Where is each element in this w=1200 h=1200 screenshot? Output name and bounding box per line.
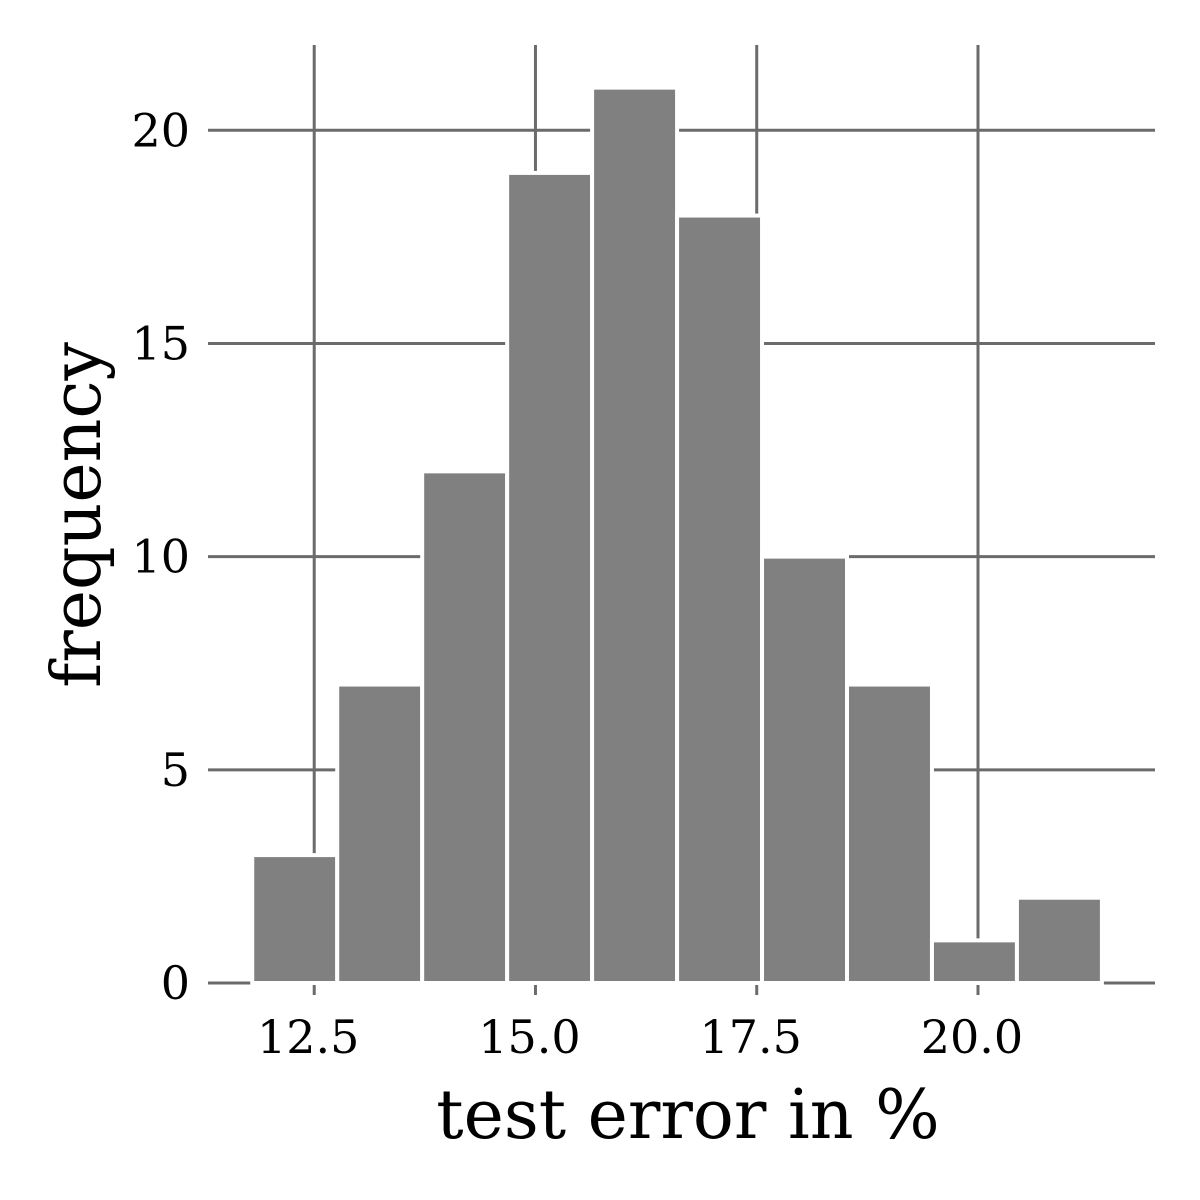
y-tick-label: 10 (131, 530, 190, 584)
y-tick-label: 20 (131, 103, 190, 157)
x-tick-labels: 12.5 15.0 17.5 20.0 (257, 1010, 1023, 1064)
x-tick-label: 17.5 (700, 1010, 802, 1064)
histogram-bar (420, 469, 510, 985)
x-tick-label: 12.5 (257, 1010, 359, 1064)
x-tick-label: 20.0 (921, 1010, 1023, 1064)
y-tick-label: 0 (161, 956, 190, 1010)
histogram-bar (760, 554, 850, 985)
histogram-bar (929, 938, 1019, 986)
histogram-bar (590, 85, 680, 986)
y-tick-label: 5 (161, 743, 190, 797)
histogram-bar (1014, 895, 1104, 986)
x-tick-label: 15.0 (478, 1010, 580, 1064)
histogram-bar (845, 682, 934, 986)
y-axis-label: frequency (38, 342, 117, 688)
histogram-bar (335, 682, 425, 986)
y-tick-label: 15 (131, 316, 190, 370)
histogram-bar (250, 853, 340, 985)
histogram-bar (505, 170, 595, 985)
histogram-bars (250, 85, 1104, 986)
x-axis-label: test error in % (436, 1076, 940, 1155)
y-tick-labels: 0 5 10 15 20 (131, 103, 190, 1010)
histogram-bar (675, 213, 765, 985)
